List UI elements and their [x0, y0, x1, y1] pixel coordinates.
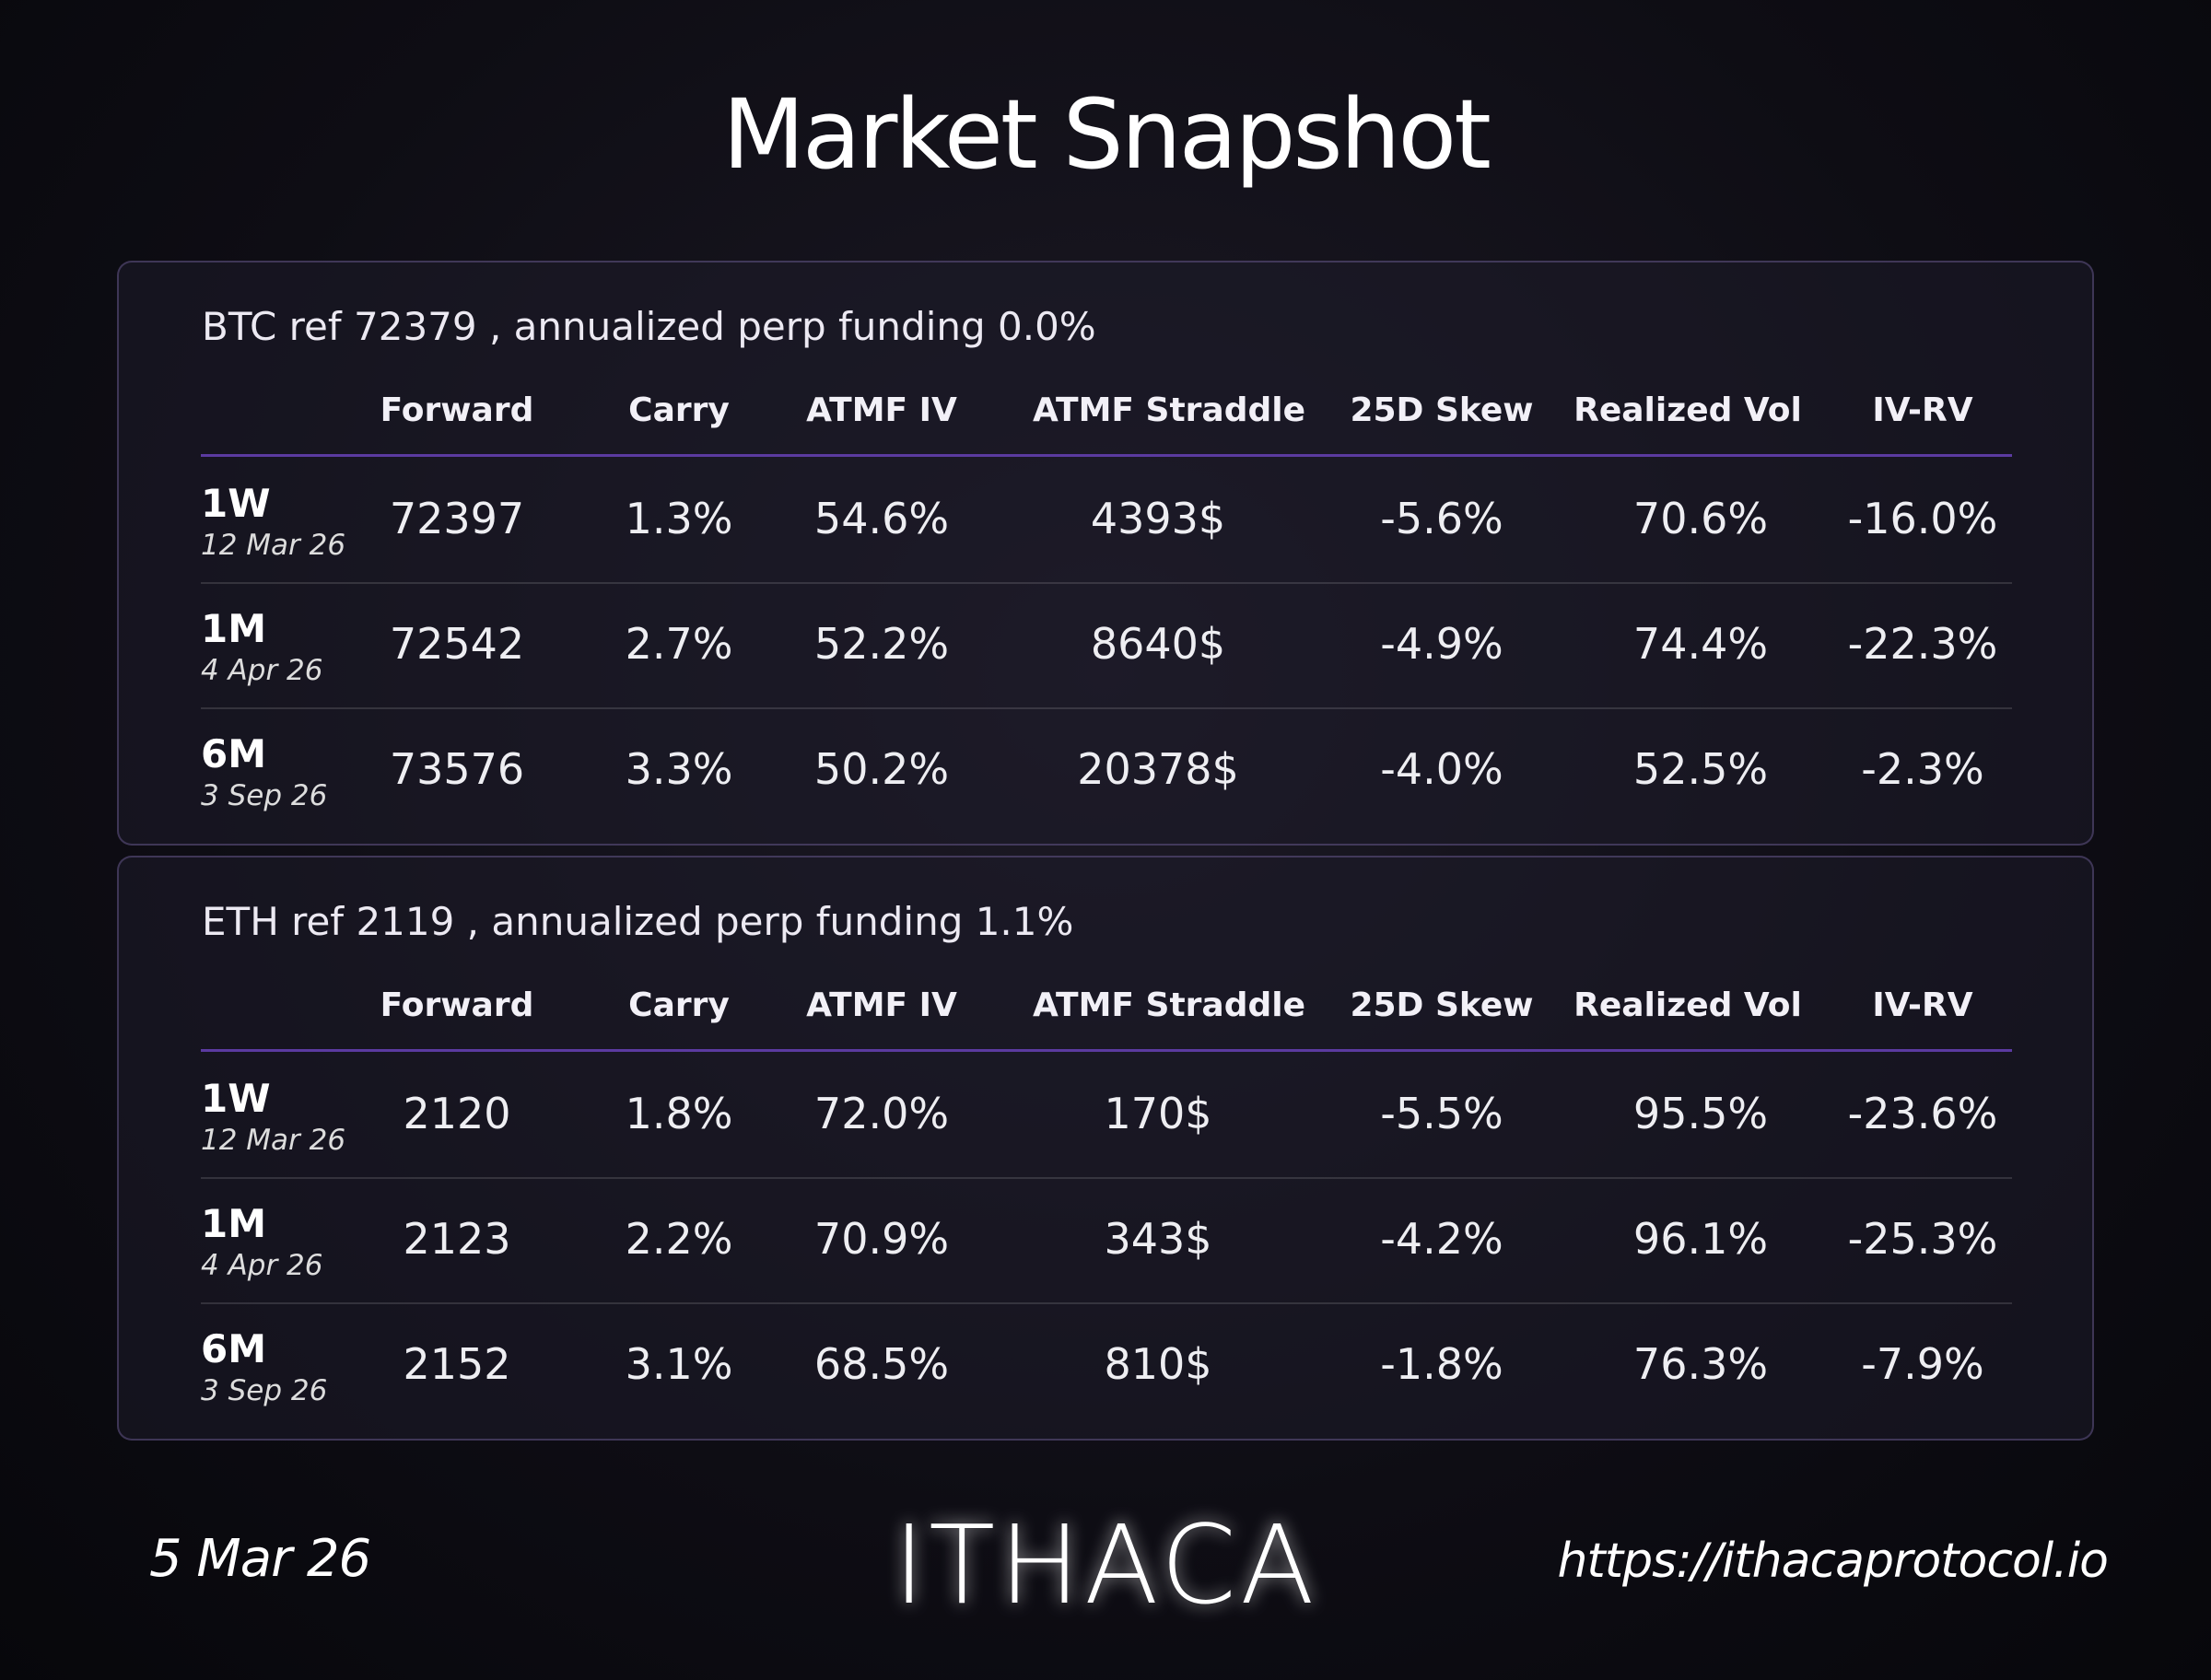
cell: 2.2%	[625, 1214, 733, 1264]
column-header: ATMF IV	[806, 986, 957, 1024]
cell: 73576	[389, 744, 525, 794]
tenor: 1W	[201, 1076, 271, 1121]
expiry-date: 3 Sep 26	[201, 779, 328, 812]
cell: 20378$	[1077, 744, 1239, 794]
table-panel: BTC ref 72379 , annualized perp funding …	[117, 261, 2094, 846]
cell: 1.8%	[625, 1089, 733, 1138]
cell: -25.3%	[1847, 1214, 1998, 1264]
expiry-date: 12 Mar 26	[201, 1124, 346, 1157]
cell: 74.4%	[1632, 619, 1769, 669]
cell: -5.5%	[1380, 1089, 1503, 1138]
cell: 810$	[1104, 1339, 1212, 1389]
row-divider	[201, 582, 2012, 584]
column-header: 25D Skew	[1350, 391, 1534, 429]
tenor: 1W	[201, 481, 271, 526]
cell: -23.6%	[1847, 1089, 1998, 1138]
cell: -4.2%	[1380, 1214, 1503, 1264]
cell: 170$	[1104, 1089, 1212, 1138]
column-header: ATMF Straddle	[1032, 391, 1306, 429]
row-divider	[201, 1177, 2012, 1179]
column-header: IV-RV	[1872, 986, 1973, 1024]
title: Market Snapshot	[722, 78, 1492, 191]
expiry-date: 3 Sep 26	[201, 1374, 328, 1407]
row-divider	[201, 707, 2012, 709]
tenor: 1M	[201, 606, 267, 651]
cell: 70.9%	[813, 1214, 950, 1264]
cell: 52.5%	[1632, 744, 1769, 794]
column-header: ATMF IV	[806, 391, 957, 429]
cell: -4.0%	[1380, 744, 1503, 794]
cell: 76.3%	[1632, 1339, 1769, 1389]
column-header: Forward	[380, 986, 534, 1024]
column-header: Carry	[628, 391, 730, 429]
cell: -16.0%	[1847, 494, 1998, 543]
cell: 72.0%	[813, 1089, 950, 1138]
cell: 343$	[1104, 1214, 1212, 1264]
footer-date: 5 Mar 26	[149, 1529, 371, 1589]
column-header: Forward	[380, 391, 534, 429]
column-header: Realized Vol	[1573, 391, 1802, 429]
cell: 3.3%	[625, 744, 733, 794]
cell: -4.9%	[1380, 619, 1503, 669]
cell: 54.6%	[813, 494, 950, 543]
expiry-date: 4 Apr 26	[201, 654, 323, 687]
cell: 1.3%	[625, 494, 733, 543]
column-header: Carry	[628, 986, 730, 1024]
cell: -7.9%	[1861, 1339, 1984, 1389]
header-divider	[201, 454, 2012, 457]
cell: 50.2%	[813, 744, 950, 794]
panel-heading: BTC ref 72379 , annualized perp funding …	[202, 304, 1096, 349]
cell: 2120	[403, 1089, 511, 1138]
column-header: Realized Vol	[1573, 986, 1802, 1024]
tenor: 1M	[201, 1201, 267, 1246]
cell: 8640$	[1090, 619, 1226, 669]
tenor: 6M	[201, 1326, 267, 1371]
url[interactable]: https://ithacaprotocol.io	[1557, 1534, 2109, 1589]
table-panel: ETH ref 2119 , annualized perp funding 1…	[117, 856, 2094, 1441]
cell: 2123	[403, 1214, 511, 1264]
panel-heading: ETH ref 2119 , annualized perp funding 1…	[202, 899, 1074, 944]
cell: 3.1%	[625, 1339, 733, 1389]
cell: -1.8%	[1380, 1339, 1503, 1389]
cell: -5.6%	[1380, 494, 1503, 543]
cell: -2.3%	[1861, 744, 1984, 794]
cell: -22.3%	[1847, 619, 1998, 669]
column-header: 25D Skew	[1350, 986, 1534, 1024]
cell: 68.5%	[813, 1339, 950, 1389]
cell: 72542	[389, 619, 525, 669]
cell: 70.6%	[1632, 494, 1769, 543]
cell: 72397	[389, 494, 525, 543]
tenor: 6M	[201, 731, 267, 776]
header-divider	[201, 1049, 2012, 1052]
expiry-date: 12 Mar 26	[201, 529, 346, 562]
cell: 4393$	[1090, 494, 1226, 543]
row-divider	[201, 1302, 2012, 1304]
expiry-date: 4 Apr 26	[201, 1249, 323, 1282]
cell: 95.5%	[1632, 1089, 1769, 1138]
cell: 2.7%	[625, 619, 733, 669]
column-header: ATMF Straddle	[1032, 986, 1306, 1024]
logo: ITHACA	[893, 1501, 1318, 1628]
cell: 96.1%	[1632, 1214, 1769, 1264]
column-header: IV-RV	[1872, 391, 1973, 429]
cell: 52.2%	[813, 619, 950, 669]
cell: 2152	[403, 1339, 511, 1389]
